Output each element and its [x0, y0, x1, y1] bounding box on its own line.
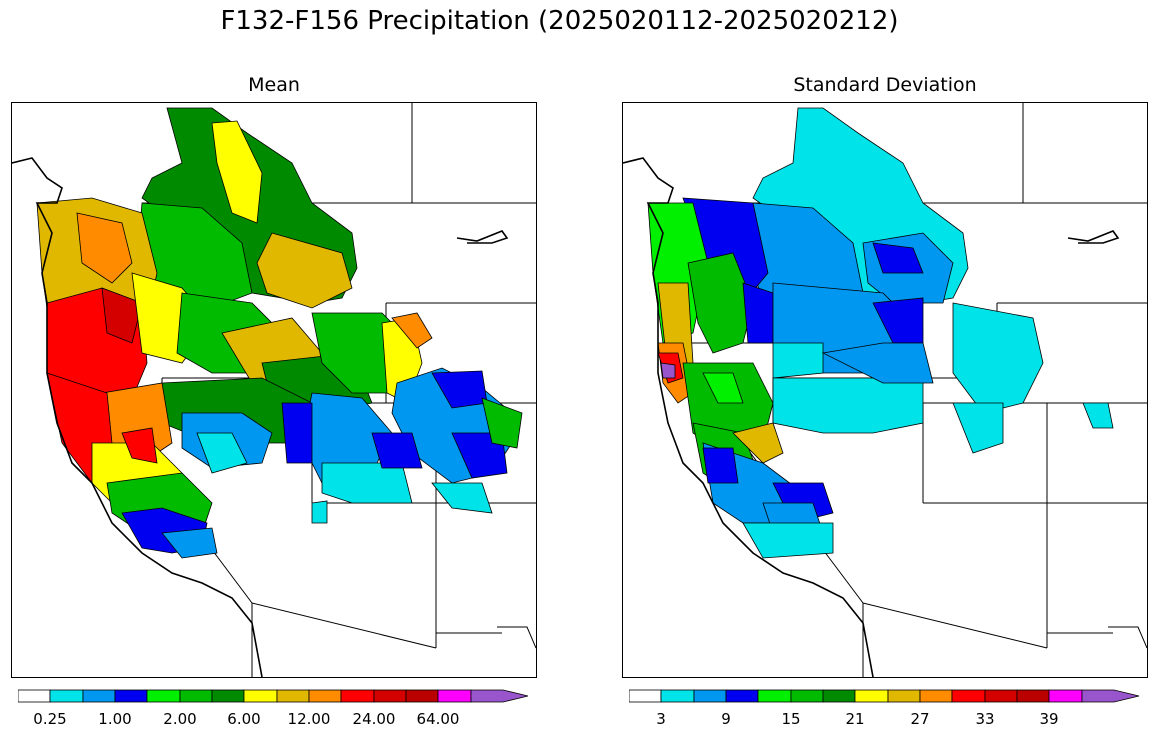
- stddev-colorbar-bin: [725, 689, 759, 703]
- mean-colorbar-labels: 0.25 1.00 2.00 6.00 12.00 24.00 64.00: [18, 710, 532, 730]
- stddev-colorbar-bin: [660, 689, 695, 703]
- stddev-colorbar-bin: [854, 689, 889, 703]
- mean-tick-label: 24.00: [352, 710, 396, 728]
- coastline: [623, 157, 874, 677]
- stddev-map: [622, 102, 1148, 678]
- stddev-tick-label: 27: [910, 710, 930, 728]
- stddev-colorbar-bin: [1016, 689, 1050, 703]
- stddev-tick-label: 3: [656, 710, 666, 728]
- mean-colorbar-bin: [276, 689, 310, 703]
- mean-colorbar-bin: [243, 689, 278, 703]
- stddev-colorbar-bin: [951, 689, 986, 703]
- coastline: [12, 157, 263, 677]
- stddev-colorbar-bin: [757, 689, 792, 703]
- mean-colorbar-bin: [49, 689, 84, 703]
- mean-colorbar-bin: [179, 689, 213, 703]
- stddev-colorbar-extend: [1081, 689, 1140, 703]
- stddev-precip-regions: [647, 107, 1114, 559]
- stddev-panel-title: Standard Deviation: [793, 74, 977, 96]
- mean-tick-label: 2.00: [163, 710, 197, 728]
- mean-colorbar-bin: [373, 689, 407, 703]
- stddev-map-canvas: [623, 103, 1147, 677]
- mean-colorbar-bin: [308, 689, 342, 703]
- mean-tick-label: 1.00: [98, 710, 132, 728]
- mean-colorbar: [18, 689, 529, 703]
- mean-panel-title: Mean: [248, 74, 300, 96]
- stddev-tick-label: 15: [781, 710, 801, 728]
- mean-tick-label: 12.00: [287, 710, 331, 728]
- stddev-colorbar-bin: [629, 689, 662, 703]
- stddev-colorbar-labels: 3 9 15 21 27 33 39: [629, 710, 1143, 730]
- mean-colorbar-bin: [405, 689, 439, 703]
- mean-tick-label: 6.00: [227, 710, 261, 728]
- mean-tick-label: 64.00: [416, 710, 460, 728]
- stddev-tick-label: 9: [721, 710, 731, 728]
- stddev-colorbar-bin: [919, 689, 953, 703]
- mean-colorbar-bin: [146, 689, 181, 703]
- mean-colorbar-bin: [437, 689, 472, 703]
- mean-colorbar-bin: [18, 689, 51, 703]
- mean-colorbar-bin: [340, 689, 375, 703]
- mean-colorbar-bin: [211, 689, 245, 703]
- stddev-tick-label: 39: [1039, 710, 1059, 728]
- stddev-colorbar-bin: [790, 689, 824, 703]
- mean-precip-regions: [36, 107, 523, 559]
- stddev-colorbar-bin: [693, 689, 727, 703]
- mean-colorbar-extend: [470, 689, 529, 703]
- mean-colorbar-bin: [82, 689, 116, 703]
- lake-outline: [1067, 230, 1120, 244]
- stddev-colorbar-bin: [822, 689, 856, 703]
- mean-colorbar-bin: [114, 689, 148, 703]
- stddev-colorbar-bin: [1048, 689, 1083, 703]
- stddev-colorbar-bin: [887, 689, 921, 703]
- mean-tick-label: 0.25: [33, 710, 67, 728]
- mean-map: [11, 102, 537, 678]
- stddev-colorbar-bin: [984, 689, 1018, 703]
- figure-title: F132-F156 Precipitation (2025020112-2025…: [220, 6, 899, 36]
- stddev-tick-label: 21: [845, 710, 865, 728]
- mean-map-canvas: [12, 103, 536, 677]
- stddev-tick-label: 33: [975, 710, 995, 728]
- stddev-colorbar: [629, 689, 1140, 703]
- lake-outline: [456, 230, 509, 244]
